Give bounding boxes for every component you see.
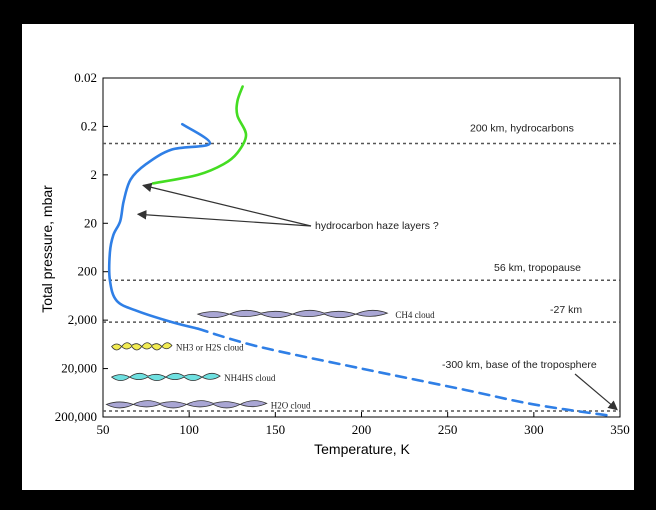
reference-line-label: 56 km, tropopause [494,262,581,274]
y-tick-label: 2,000 [68,312,97,327]
cloud-label: H2O cloud [271,400,311,410]
cloud-shape [110,372,221,381]
series-line [107,122,212,330]
chart-svg: Temperature, K Total pressure, mbar 200 … [39,70,630,457]
x-tick-label: 100 [179,422,199,437]
curves-layer [107,85,613,418]
annotation-arrow [574,373,618,411]
x-tick-label: 50 [97,422,110,437]
annotation-text: hydrocarbon haze layers ? [315,220,439,232]
reference-line-label: 200 km, hydrocarbons [470,122,574,134]
reference-lines-layer: 200 km, hydrocarbons 56 km, tropopause -27… [103,122,620,412]
y-tick-label: 2 [91,167,98,182]
series-line [151,85,248,185]
cloud-label: NH3 or H2S cloud [176,342,244,352]
cloud-shape [196,309,389,318]
chart-panel: Temperature, K Total pressure, mbar 200 … [22,24,634,490]
x-tick-label: 350 [610,422,630,437]
y-tick-label: 0.2 [81,118,97,133]
series-line [196,327,613,418]
cloud-label: CH4 cloud [395,310,435,320]
cloud-shape [111,342,173,351]
cloud-shape [105,400,268,409]
x-tick-label: 200 [352,422,372,437]
x-axis-label: Temperature, K [314,441,410,457]
reference-line-label: -27 km [550,304,582,316]
y-tick-label: 200,000 [55,409,97,424]
clouds-layer: CH4 cloud NH3 or H2S cloud NH4HS cloud H2O … [105,309,435,410]
y-tick-label: 200 [78,264,98,279]
y-tick-label: 20,000 [61,361,97,376]
annotation-text: -300 km, base of the troposphere [442,359,597,371]
ticks-layer: 50 100 150 200 250 300 350 0.02 0.2 2 20 200 2,000 20… [55,70,630,437]
y-tick-label: 20 [84,215,97,230]
annotation-arrow [136,210,312,227]
annotations-layer: hydrocarbon haze layers ? -300 km, base o… [136,182,618,411]
x-tick-label: 150 [266,422,286,437]
x-tick-label: 250 [438,422,458,437]
y-tick-label: 0.02 [74,70,97,85]
cloud-label: NH4HS cloud [224,373,276,383]
annotation-arrow [142,182,312,227]
x-tick-label: 300 [524,422,544,437]
y-axis-label: Total pressure, mbar [39,185,55,313]
